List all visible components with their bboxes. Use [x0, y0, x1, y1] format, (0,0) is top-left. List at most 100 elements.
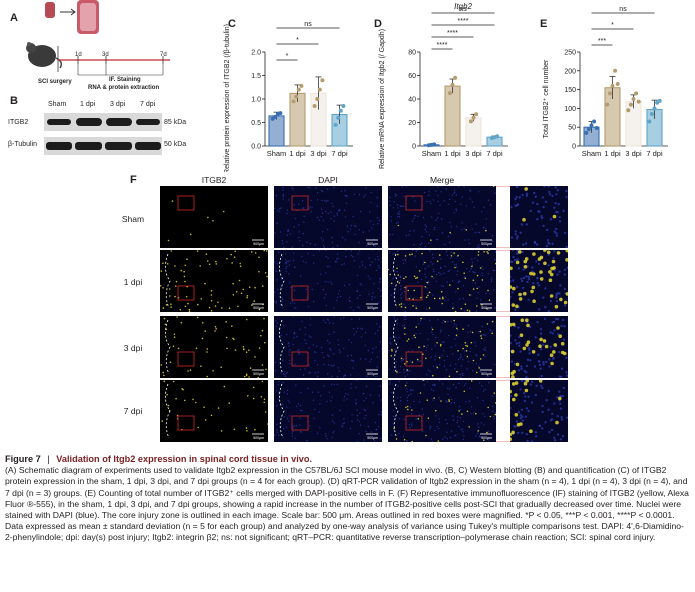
nucleus-dot: [489, 329, 491, 331]
data-point: [336, 115, 341, 120]
scale-bar-label: 500μm: [367, 436, 378, 440]
nucleus-dot: [494, 258, 496, 261]
nucleus-dot: [475, 310, 478, 312]
nucleus-dot: [315, 351, 317, 353]
nucleus-dot: [518, 341, 521, 344]
nucleus-dot: [379, 289, 382, 292]
nucleus-dot: [296, 335, 298, 338]
nucleus-dot: [482, 226, 485, 228]
nucleus-dot: [450, 346, 452, 348]
nucleus-dot: [277, 251, 279, 253]
caption-separator: |: [47, 454, 50, 464]
nucleus-dot: [437, 217, 439, 219]
nucleus-dot: [429, 250, 431, 252]
nucleus-dot: [489, 204, 492, 206]
nucleus-dot: [352, 367, 354, 369]
nucleus-dot: [402, 259, 404, 261]
nucleus-dot: [437, 200, 439, 203]
nucleus-dot: [303, 207, 305, 209]
nucleus-dot: [392, 253, 394, 255]
itgb2-dot: [449, 284, 451, 286]
nucleus-dot: [426, 373, 428, 376]
nucleus-dot: [403, 318, 405, 320]
nucleus-dot: [347, 393, 349, 396]
nucleus-dot: [558, 220, 562, 223]
nucleus-dot: [448, 388, 451, 390]
nucleus-dot: [321, 190, 324, 193]
y-tick-label: 50: [568, 125, 576, 132]
nucleus-dot: [345, 250, 347, 251]
nucleus-dot: [319, 395, 322, 397]
nucleus-dot: [465, 205, 467, 207]
significance-label: *: [296, 37, 299, 44]
band-tubulin: [105, 142, 132, 150]
nucleus-dot: [368, 293, 370, 295]
nucleus-dot: [484, 388, 486, 391]
nucleus-dot: [446, 281, 448, 283]
itgb2-dot: [169, 361, 172, 363]
itgb2-dot: [428, 291, 431, 294]
nucleus-dot: [544, 287, 547, 290]
nucleus-dot: [462, 431, 464, 433]
itgb2-dot: [263, 317, 265, 320]
nucleus-dot: [302, 244, 304, 246]
nucleus-dot: [282, 189, 284, 191]
nucleus-dot: [367, 349, 369, 352]
nucleus-dot: [494, 251, 496, 253]
nucleus-dot: [278, 392, 280, 394]
injury-outline: [165, 383, 171, 439]
nucleus-dot: [559, 375, 563, 378]
y-axis-label: Relative protein expression of ITGB2 (/β…: [224, 24, 231, 172]
nucleus-dot: [389, 204, 391, 206]
zoom-box: [177, 415, 195, 431]
nucleus-dot: [388, 251, 391, 253]
nucleus-dot: [430, 356, 432, 358]
itgb2-dot: [201, 337, 204, 340]
itgb2-dot: [491, 320, 494, 323]
nucleus-dot: [274, 232, 276, 234]
data-point: [610, 83, 615, 88]
nucleus-dot: [454, 264, 456, 266]
blot-row-itgb2-size: 85 kDa: [164, 119, 187, 126]
microscopy-image: 500μm: [160, 186, 268, 248]
nucleus-dot: [365, 430, 367, 433]
nucleus-dot: [455, 194, 457, 196]
microscopy-image: 500μm: [274, 250, 382, 312]
nucleus-dot: [447, 393, 449, 395]
nucleus-dot: [389, 196, 391, 198]
itgb2-dot: [466, 309, 469, 312]
nucleus-dot: [291, 435, 294, 437]
nucleus-dot: [292, 430, 294, 432]
nucleus-dot: [491, 405, 494, 408]
nucleus-dot: [435, 415, 437, 417]
nucleus-dot: [350, 306, 352, 309]
nucleus-dot: [322, 245, 325, 247]
nucleus-dot: [292, 425, 294, 428]
nucleus-dot: [360, 336, 363, 338]
nucleus-dot: [403, 418, 405, 420]
nucleus-dot: [435, 336, 437, 339]
nucleus-dot: [478, 247, 480, 248]
nucleus-dot: [450, 320, 452, 322]
nucleus-dot: [311, 207, 313, 209]
nucleus-dot: [513, 425, 516, 428]
nucleus-dot: [330, 383, 333, 385]
nucleus-dot: [464, 350, 466, 352]
nucleus-dot: [556, 189, 560, 192]
nucleus-dot: [559, 438, 563, 441]
itgb2-dot: [531, 285, 536, 290]
nucleus-dot: [494, 307, 496, 309]
nucleus-dot: [514, 339, 517, 342]
image-background: [160, 380, 268, 442]
nucleus-dot: [293, 331, 296, 334]
nucleus-dot: [410, 393, 412, 395]
nucleus-dot: [471, 201, 474, 203]
significance-label: ****: [447, 30, 458, 37]
itgb2-dot: [220, 366, 222, 369]
nucleus-dot: [462, 420, 465, 422]
nucleus-dot: [438, 363, 441, 366]
data-point: [584, 130, 589, 135]
itgb2-dot: [418, 346, 420, 348]
itgb2-dot: [487, 289, 489, 292]
nucleus-dot: [344, 194, 346, 197]
